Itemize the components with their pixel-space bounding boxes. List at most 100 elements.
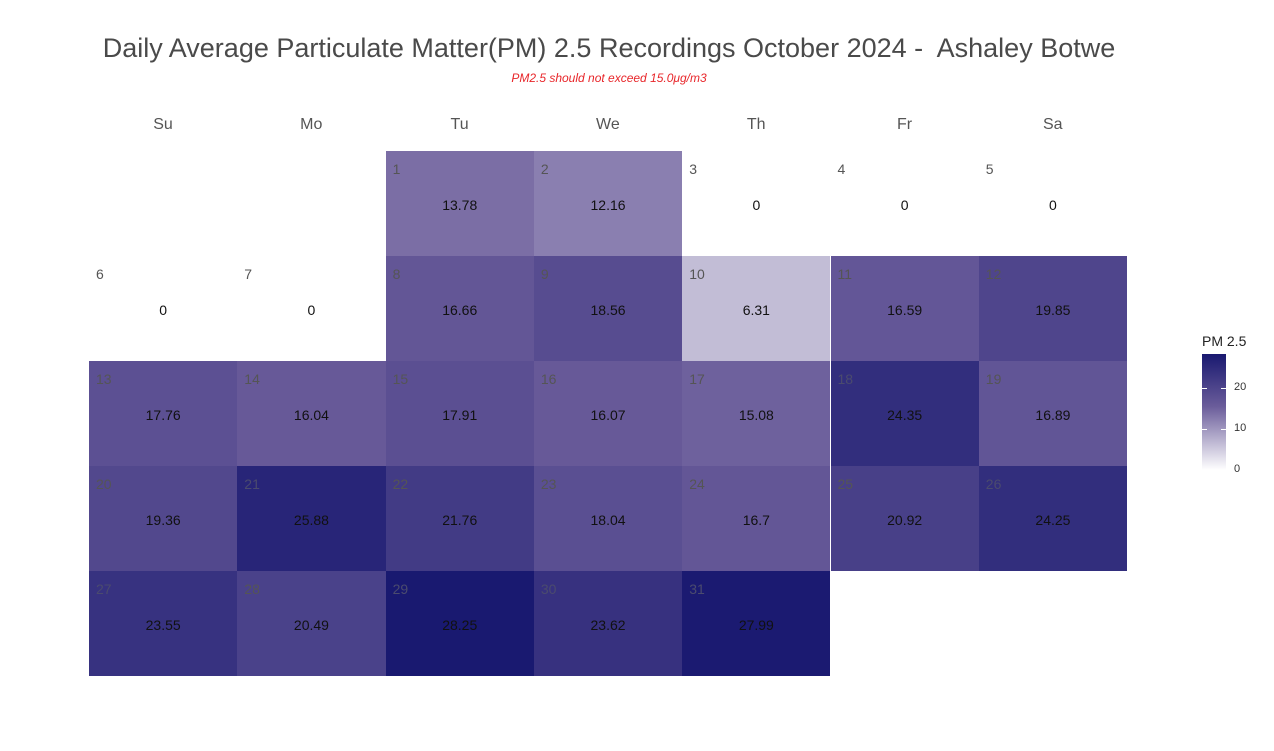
calendar-cell-day-23: 23 18.04	[533, 466, 683, 571]
day-number: 28	[244, 581, 260, 597]
day-number: 26	[985, 476, 1002, 492]
pm25-value-label: 20.49	[293, 617, 329, 633]
weekday-label-sa: Sa	[1043, 116, 1063, 133]
pm25-value-label: 16.59	[887, 302, 923, 318]
chart-title: Daily Average Particulate Matter(PM) 2.5…	[102, 33, 1116, 63]
day-number: 25	[837, 476, 854, 492]
pm25-value-label: 17.76	[145, 407, 181, 423]
chart-subtitle: PM2.5 should not exceed 15.0μg/m3	[511, 71, 707, 85]
calendar-cell-day-28: 28 20.49	[237, 571, 386, 676]
day-number: 2	[540, 161, 549, 177]
pm25-value-label: 19.36	[145, 512, 181, 528]
day-number: 11	[837, 266, 853, 282]
weekday-label-fr: Fr	[896, 116, 913, 133]
weekday-label-th: Th	[746, 116, 766, 133]
day-number: 5	[985, 161, 994, 177]
day-number: 7	[244, 266, 253, 282]
pm25-value-label: 19.85	[1035, 302, 1071, 318]
calendar-cell-day-29: 29 28.25	[385, 571, 534, 676]
day-number: 30	[540, 581, 557, 597]
pm25-value-label: 24.25	[1035, 512, 1071, 528]
legend-tick-mark	[1221, 387, 1226, 389]
weekday-label-su: Su	[153, 116, 173, 133]
calendar-cell-day-13: 13 17.76	[89, 361, 238, 466]
pm25-value-label: 16.89	[1035, 407, 1071, 423]
day-number: 29	[392, 581, 409, 597]
pm25-value-label: 28.25	[442, 617, 478, 633]
day-number: 15	[392, 371, 409, 387]
pm25-value-label: 21.76	[442, 512, 478, 528]
calendar-cell-day-24: 24 16.7	[682, 466, 831, 571]
weekday-label-we: We	[596, 116, 620, 133]
day-number: 6	[96, 266, 104, 282]
pm25-value-label: 16.66	[442, 302, 478, 318]
legend-tick-mark	[1202, 428, 1207, 430]
calendar-cell-day-22: 22 21.76	[385, 466, 534, 571]
pm25-value-label: 24.35	[887, 407, 923, 423]
legend-tick-mark	[1221, 470, 1226, 471]
calendar-cell-day-14: 14 16.04	[237, 361, 386, 466]
calendar-cell-day-26: 26 24.25	[978, 466, 1128, 571]
calendar-cell-day-9: 9 18.56	[533, 256, 683, 361]
pm25-value-label: 0	[307, 302, 316, 318]
calendar-cell-day-31: 31 27.99	[682, 571, 831, 676]
pm25-value-label: 18.56	[590, 302, 626, 318]
calendar-cell-day-27: 27 23.55	[89, 571, 238, 676]
pm25-value-label: 0	[900, 197, 909, 213]
day-number: 17	[689, 371, 705, 387]
legend-tick-mark	[1202, 387, 1207, 389]
calendar-cell-day-20: 20 19.36	[89, 466, 238, 571]
pm25-value-label: 0	[159, 302, 168, 318]
calendar-cell-day-11: 11 16.59	[830, 256, 979, 361]
legend-tick-label: 20	[1234, 380, 1247, 393]
pm25-value-label: 23.62	[590, 617, 626, 633]
calendar-cell-day-19: 19 16.89	[978, 361, 1128, 466]
day-number: 18	[837, 371, 854, 387]
legend-tick-mark	[1221, 428, 1226, 430]
legend-tick-label: 10	[1234, 421, 1247, 434]
calendar-cell-day-30: 30 23.62	[533, 571, 683, 676]
calendar-cell-day-17: 17 15.08	[682, 361, 831, 466]
day-number: 1	[392, 161, 401, 177]
pm25-value-label: 13.78	[442, 197, 478, 213]
pm25-value-label: 20.92	[887, 512, 923, 528]
pm25-value-label: 16.7	[742, 512, 770, 528]
day-number: 3	[689, 161, 697, 177]
calendar-cell-day-25: 25 20.92	[830, 466, 979, 571]
weekday-label-mo: Mo	[300, 116, 323, 133]
calendar-cell-day-12: 12 19.85	[978, 256, 1128, 361]
day-number: 12	[985, 266, 1002, 282]
pm25-value-label: 15.08	[738, 407, 774, 423]
pm25-value-label: 0	[752, 197, 761, 213]
day-number: 10	[689, 266, 705, 282]
calendar-cell-day-21: 21 25.88	[237, 466, 386, 571]
day-number: 8	[392, 266, 401, 282]
pm25-value-label: 0	[1049, 197, 1057, 213]
calendar-cell-day-10: 10 6.31	[682, 256, 831, 361]
day-number: 24	[689, 476, 705, 492]
day-number: 13	[96, 371, 112, 387]
calendar-cell-day-15: 15 17.91	[385, 361, 534, 466]
pm25-value-label: 6.31	[742, 302, 770, 318]
weekday-label-tu: Tu	[450, 116, 469, 133]
calendar-cell-day-2: 2 12.16	[533, 151, 683, 256]
day-number: 23	[540, 476, 557, 492]
pm25-value-label: 16.07	[590, 407, 626, 423]
day-number: 19	[985, 371, 1002, 387]
calendar-cell-day-18: 18 24.35	[830, 361, 979, 466]
pm25-value-label: 23.55	[145, 617, 181, 633]
pm25-value-label: 12.16	[590, 197, 626, 213]
pm25-value-label: 16.04	[293, 407, 329, 423]
day-number: 22	[392, 476, 409, 492]
pm25-value-label: 17.91	[442, 407, 478, 423]
day-number: 16	[540, 371, 557, 387]
calendar-cell-day-16: 16 16.07	[533, 361, 683, 466]
legend-color-bar	[1202, 354, 1226, 470]
legend-title: PM 2.5	[1202, 333, 1247, 349]
day-number: 14	[244, 371, 260, 387]
